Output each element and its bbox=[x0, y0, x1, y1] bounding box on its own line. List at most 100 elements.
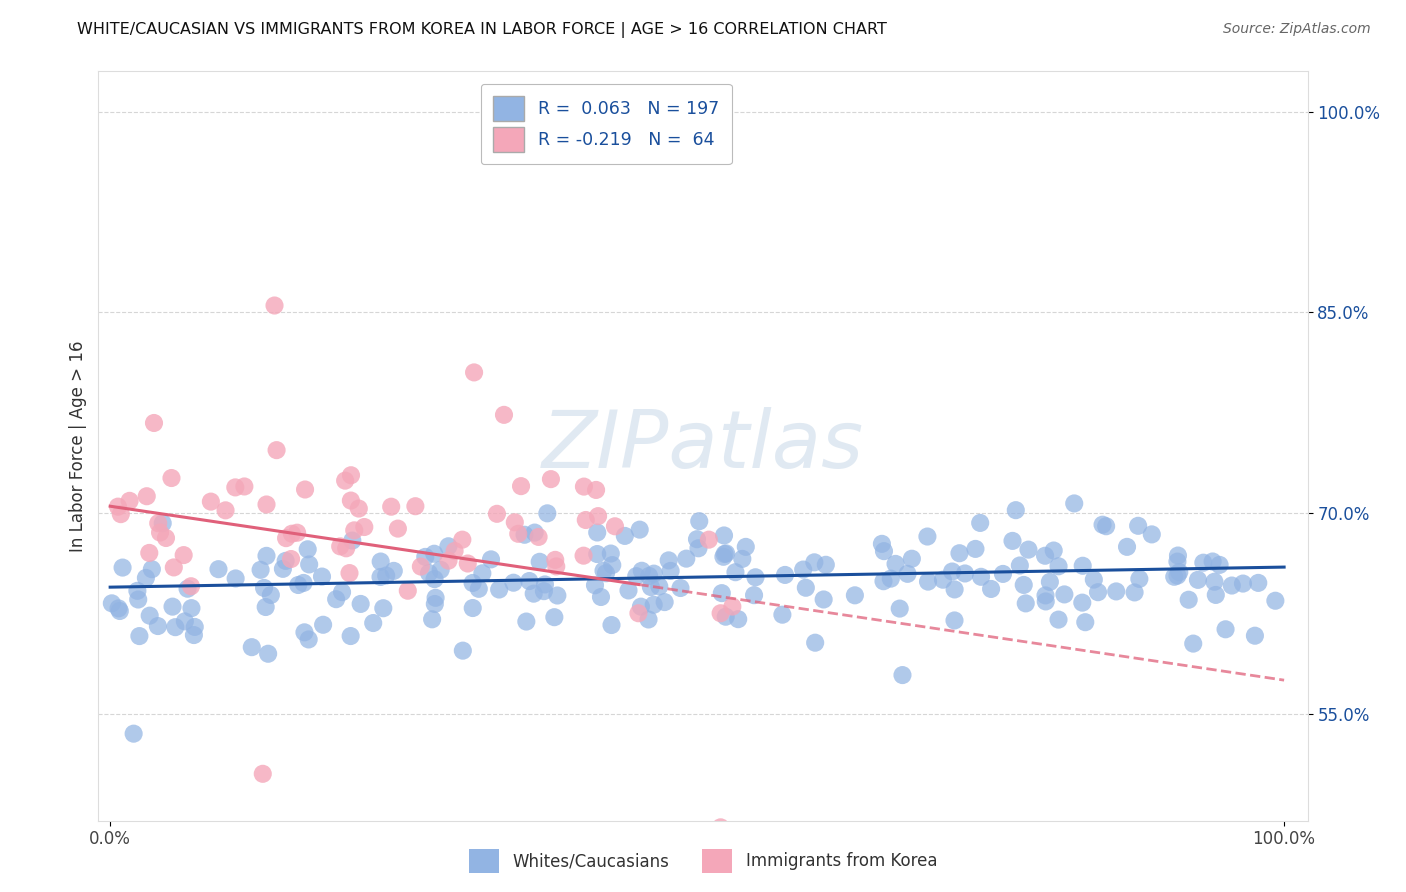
Point bbox=[370, 570, 392, 584]
Point bbox=[461, 576, 484, 591]
Point bbox=[180, 579, 202, 593]
Point bbox=[1033, 549, 1056, 563]
Point bbox=[969, 516, 991, 530]
Point bbox=[146, 619, 169, 633]
Point bbox=[340, 493, 363, 508]
Point bbox=[1035, 594, 1057, 608]
Point bbox=[734, 540, 756, 554]
Point bbox=[1187, 573, 1209, 587]
Point bbox=[254, 600, 277, 615]
Point bbox=[443, 544, 465, 558]
Point bbox=[917, 529, 939, 543]
Point bbox=[1004, 503, 1026, 517]
Point bbox=[1166, 568, 1188, 582]
Point bbox=[413, 549, 436, 564]
Text: Source: ZipAtlas.com: Source: ZipAtlas.com bbox=[1223, 22, 1371, 37]
Point bbox=[1083, 573, 1105, 587]
Point bbox=[515, 615, 537, 629]
Point bbox=[353, 520, 375, 534]
Point bbox=[240, 640, 263, 655]
Point bbox=[659, 564, 682, 578]
Point bbox=[396, 583, 419, 598]
Point bbox=[111, 560, 134, 574]
Point bbox=[294, 625, 316, 640]
Point bbox=[583, 578, 606, 592]
Point bbox=[813, 592, 835, 607]
Point bbox=[643, 566, 665, 581]
Point bbox=[1071, 558, 1094, 573]
Point bbox=[592, 564, 614, 578]
Point bbox=[714, 609, 737, 624]
Point bbox=[1091, 517, 1114, 532]
Point bbox=[1163, 570, 1185, 584]
Point bbox=[628, 523, 651, 537]
Point bbox=[233, 479, 256, 493]
Point bbox=[375, 568, 398, 582]
Point bbox=[543, 610, 565, 624]
Point bbox=[200, 494, 222, 508]
Point bbox=[281, 526, 304, 541]
Point bbox=[1244, 629, 1267, 643]
Point bbox=[669, 581, 692, 595]
Point bbox=[343, 524, 366, 538]
Point bbox=[128, 629, 150, 643]
Point bbox=[141, 562, 163, 576]
Point bbox=[110, 507, 132, 521]
Point bbox=[544, 553, 567, 567]
Point bbox=[1166, 555, 1188, 569]
Point bbox=[162, 599, 184, 614]
Point bbox=[1220, 578, 1243, 592]
Point bbox=[523, 525, 546, 540]
Point bbox=[1201, 554, 1223, 568]
Point bbox=[339, 629, 361, 643]
Point bbox=[1182, 637, 1205, 651]
Point bbox=[297, 542, 319, 557]
Point bbox=[586, 509, 609, 524]
Point bbox=[517, 574, 540, 588]
Point bbox=[714, 546, 737, 560]
Point bbox=[101, 596, 124, 610]
Point bbox=[513, 528, 536, 542]
Point bbox=[523, 587, 546, 601]
Point bbox=[335, 541, 357, 556]
Point bbox=[361, 615, 384, 630]
Point bbox=[492, 408, 515, 422]
Point bbox=[1264, 593, 1286, 607]
Point bbox=[943, 582, 966, 597]
Point bbox=[648, 579, 671, 593]
Point bbox=[970, 570, 993, 584]
Point bbox=[418, 566, 440, 580]
Point bbox=[643, 598, 665, 612]
Point bbox=[654, 595, 676, 609]
Point bbox=[980, 582, 1002, 596]
Point bbox=[163, 560, 186, 574]
Point bbox=[721, 599, 744, 614]
Point bbox=[127, 583, 149, 598]
Point bbox=[727, 612, 749, 626]
Point bbox=[373, 601, 395, 615]
Point bbox=[457, 557, 479, 571]
Point bbox=[1204, 574, 1226, 589]
Point bbox=[586, 547, 609, 561]
Point bbox=[536, 506, 558, 520]
Point bbox=[1192, 556, 1215, 570]
Point bbox=[225, 571, 247, 585]
Point bbox=[1215, 622, 1237, 636]
Text: ZIPatlas: ZIPatlas bbox=[541, 407, 865, 485]
Point bbox=[409, 559, 432, 574]
Point bbox=[804, 636, 827, 650]
Point bbox=[880, 572, 903, 586]
Point bbox=[256, 549, 278, 563]
Point bbox=[1232, 576, 1254, 591]
Point bbox=[468, 582, 491, 596]
Point bbox=[257, 647, 280, 661]
Point bbox=[461, 601, 484, 615]
Point bbox=[901, 551, 924, 566]
Point bbox=[630, 564, 652, 578]
Point bbox=[471, 566, 494, 581]
Point bbox=[1047, 559, 1070, 574]
Point bbox=[333, 474, 356, 488]
Point bbox=[572, 549, 595, 563]
Point bbox=[127, 592, 149, 607]
Point bbox=[1095, 519, 1118, 533]
